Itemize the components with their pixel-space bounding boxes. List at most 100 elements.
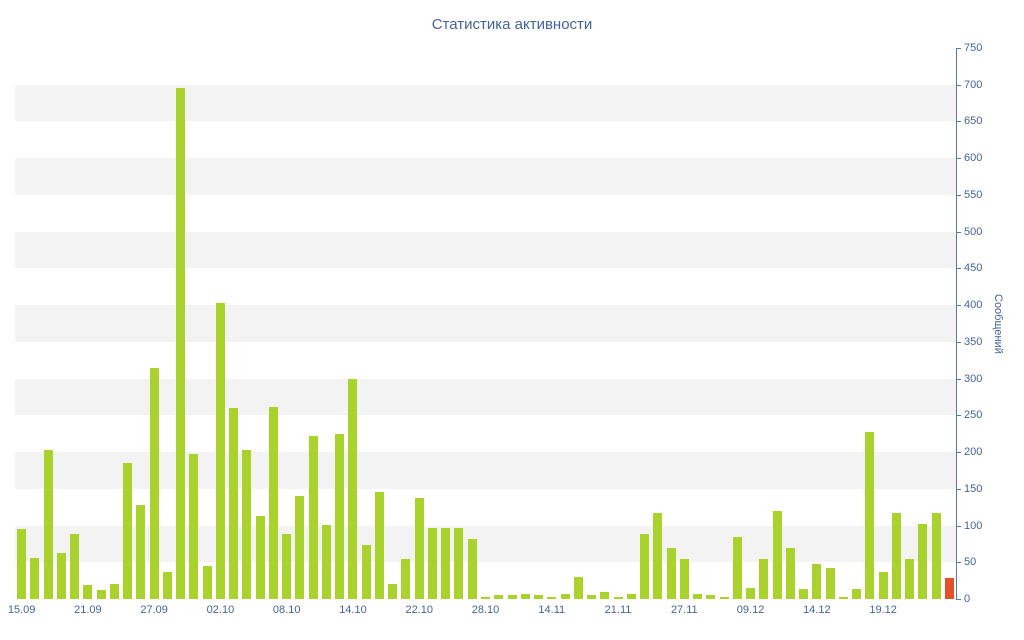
bar[interactable] [520, 593, 530, 599]
bar[interactable] [109, 584, 119, 599]
bar[interactable] [732, 536, 742, 599]
bar[interactable] [401, 558, 411, 599]
bar[interactable] [189, 454, 199, 599]
bar[interactable] [43, 449, 53, 599]
bar[interactable] [626, 593, 636, 599]
bar[interactable] [30, 557, 40, 599]
y-axis-tick [956, 562, 961, 564]
bar[interactable] [149, 368, 159, 599]
bar[interactable] [825, 568, 835, 599]
bar[interactable] [759, 558, 769, 599]
bar[interactable] [640, 534, 650, 599]
x-axis-label: 08.10 [272, 604, 301, 616]
bar[interactable] [812, 564, 822, 599]
bar[interactable] [785, 547, 795, 599]
bar[interactable] [679, 558, 689, 599]
bar[interactable] [268, 406, 278, 599]
bar[interactable] [441, 528, 451, 599]
bar[interactable] [719, 596, 729, 599]
bar[interactable] [534, 595, 543, 599]
y-axis-label: 0 [964, 593, 971, 605]
bar[interactable] [573, 576, 583, 599]
bar[interactable] [467, 538, 477, 599]
bar[interactable] [799, 589, 809, 599]
x-axis-label: 02.10 [206, 604, 235, 616]
chart-title: Статистика активности [431, 16, 593, 33]
y-axis-label: 100 [964, 519, 983, 532]
x-axis-label: 15.09 [7, 604, 36, 616]
bar[interactable] [481, 596, 490, 599]
bar[interactable] [374, 491, 384, 599]
bar[interactable] [136, 504, 146, 599]
bar[interactable] [852, 589, 862, 599]
bar[interactable] [242, 449, 252, 599]
bar[interactable] [215, 302, 225, 599]
x-axis-label: 27.11 [670, 604, 698, 616]
bar[interactable] [613, 596, 623, 599]
bar[interactable] [706, 595, 716, 599]
bar[interactable] [454, 527, 464, 599]
y-axis-tick [956, 378, 961, 380]
bar[interactable] [905, 558, 915, 599]
bar[interactable] [176, 88, 186, 599]
grid-band [15, 525, 956, 563]
bar[interactable] [494, 595, 504, 599]
bar[interactable] [693, 593, 703, 599]
bar[interactable] [865, 431, 875, 599]
y-axis-label: 750 [964, 42, 983, 54]
y-axis-tick [956, 84, 961, 86]
bar[interactable] [229, 408, 239, 599]
x-axis-label: 21.11 [604, 604, 632, 616]
bar[interactable] [361, 545, 371, 599]
grid-band [15, 305, 956, 342]
bar[interactable] [838, 596, 848, 599]
bar[interactable] [96, 590, 106, 599]
x-axis-label: 27.09 [140, 604, 168, 616]
bar[interactable] [255, 515, 265, 599]
bar[interactable] [587, 595, 597, 599]
bar[interactable] [348, 378, 358, 599]
bar[interactable] [162, 571, 172, 599]
bar[interactable] [17, 529, 27, 599]
bar[interactable] [666, 547, 676, 599]
bar[interactable] [560, 593, 570, 599]
bar[interactable] [83, 585, 93, 599]
y-axis-label: 350 [964, 335, 983, 348]
bar[interactable] [547, 596, 557, 599]
bar[interactable] [282, 534, 292, 599]
bar[interactable] [600, 591, 610, 599]
bar[interactable] [931, 513, 941, 599]
y-axis-tick [956, 525, 961, 527]
y-axis-tick [956, 488, 961, 490]
y-axis-label: 200 [964, 446, 983, 459]
y-axis-label: 50 [964, 556, 977, 569]
y-axis-tick [956, 121, 961, 123]
bar[interactable] [878, 571, 888, 599]
bar[interactable] [202, 565, 212, 599]
bar[interactable] [56, 552, 66, 599]
bar[interactable] [891, 513, 901, 599]
bar[interactable] [507, 595, 517, 599]
bar-highlight[interactable] [944, 578, 954, 599]
bar[interactable] [388, 584, 398, 599]
x-axis-label: 14.11 [538, 604, 566, 616]
bar[interactable] [918, 524, 928, 599]
bar[interactable] [653, 513, 663, 599]
y-axis-label: 550 [964, 188, 983, 201]
grid-band [15, 231, 956, 269]
bar[interactable] [308, 435, 318, 599]
bar[interactable] [746, 587, 756, 599]
x-axis-label: 19.12 [869, 604, 897, 616]
x-axis-label: 28.10 [471, 604, 500, 616]
y-axis-tick [956, 452, 961, 454]
bar[interactable] [414, 498, 424, 599]
y-axis-label: 150 [964, 482, 983, 495]
bar[interactable] [295, 496, 305, 599]
bar[interactable] [321, 524, 331, 599]
bar[interactable] [123, 463, 133, 599]
bar[interactable] [70, 534, 80, 599]
y-axis-line [956, 48, 957, 600]
bar[interactable] [427, 527, 437, 599]
bar[interactable] [772, 510, 782, 599]
bar[interactable] [335, 434, 345, 599]
